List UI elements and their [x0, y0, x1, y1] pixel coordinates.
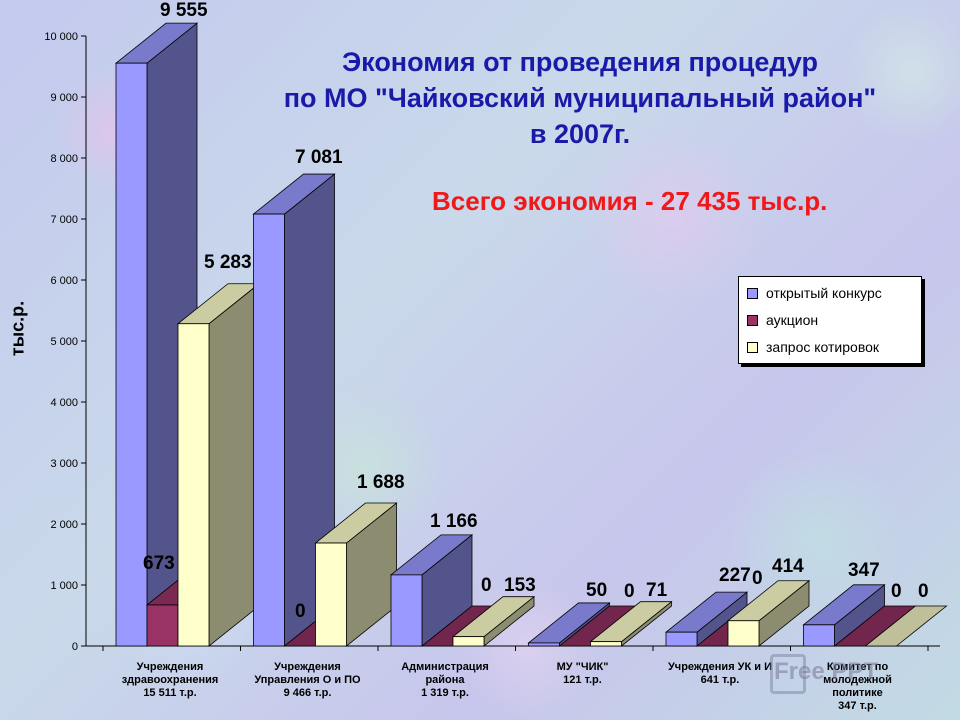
- bar-2-3: [590, 641, 622, 647]
- category-label-1: Управления О и ПО: [254, 674, 361, 686]
- data-label-2-3: 71: [646, 580, 668, 601]
- data-label-1-0: 673: [143, 553, 175, 574]
- y-tick-label: 8 000: [50, 153, 78, 165]
- category-label-1: 9 466 т.р.: [284, 687, 332, 699]
- bar-0-4: [665, 631, 698, 647]
- y-tick-label: 7 000: [50, 214, 78, 226]
- y-tick-label: 1 000: [50, 580, 78, 592]
- bar-0-0: [115, 62, 148, 647]
- category-label-0: здравоохранения: [122, 674, 219, 686]
- legend-label-open-contest: открытый конкурс: [766, 285, 882, 301]
- category-label-4: 641 т.р.: [701, 674, 740, 686]
- category-label-3: МУ "ЧИК": [557, 661, 609, 673]
- y-tick-label: 9 000: [50, 92, 78, 104]
- bar-2-0: [177, 323, 210, 647]
- watermark: Free PPT: [774, 658, 879, 685]
- category-label-5: 347 т.р.: [838, 700, 877, 712]
- legend: открытый конкурс аукцион запрос котирово…: [738, 276, 922, 364]
- y-tick-label: 0: [72, 641, 78, 653]
- data-label-0-0: 9 555: [160, 0, 208, 21]
- data-label-1-2: 0: [481, 575, 492, 596]
- category-label-4: Учреждения УК и И: [668, 661, 772, 673]
- data-label-0-2: 1 166: [430, 511, 478, 532]
- legend-swatch-auction: [747, 314, 758, 326]
- total-savings: Всего экономия - 27 435 тыс.р.: [432, 186, 828, 216]
- legend-swatch-quotation: [747, 341, 758, 353]
- chart-title: Экономия от проведения процедур по МО "Ч…: [230, 44, 930, 152]
- data-label-1-4: 0: [752, 568, 763, 589]
- data-label-0-5: 347: [848, 560, 880, 581]
- data-label-2-0: 5 283: [204, 252, 252, 273]
- y-tick-label: 10 000: [44, 31, 78, 43]
- bar-1-0: [146, 604, 179, 647]
- y-tick-label: 4 000: [50, 397, 78, 409]
- legend-item-quotation: запрос котировок: [747, 337, 879, 357]
- category-label-3: 121 т.р.: [563, 674, 602, 686]
- title-line-1: Экономия от проведения процедур: [341, 47, 819, 77]
- bar-0-3: [528, 642, 560, 647]
- title-line-3: в 2007г.: [529, 119, 631, 149]
- bar-2-1: [315, 542, 347, 647]
- data-label-2-5: 0: [918, 581, 929, 602]
- category-label-2: Администрация: [401, 661, 489, 673]
- data-label-1-5: 0: [891, 581, 902, 602]
- data-label-2-4: 414: [772, 556, 804, 577]
- data-label-0-1: 7 081: [295, 147, 343, 168]
- category-label-5: политике: [832, 687, 883, 699]
- legend-item-auction: аукцион: [747, 310, 818, 330]
- y-tick-label: 6 000: [50, 275, 78, 287]
- bar-2-4: [727, 620, 760, 647]
- legend-label-auction: аукцион: [766, 312, 819, 328]
- bar-0-2: [390, 574, 423, 647]
- bar-2-2: [452, 636, 485, 647]
- legend-swatch-open-contest: [747, 287, 758, 299]
- bar-floor-2-5: [864, 605, 948, 647]
- data-label-2-2: 153: [504, 575, 536, 596]
- title-line-2: по МО "Чайковский муниципальный район": [283, 83, 877, 113]
- category-label-5: Комитет по: [827, 661, 889, 673]
- watermark-icon: [770, 654, 806, 694]
- y-tick-label: 5 000: [50, 336, 78, 348]
- data-label-0-3: 50: [586, 580, 607, 601]
- y-tick-label: 3 000: [50, 458, 78, 470]
- data-label-0-4: 227: [719, 565, 751, 586]
- category-label-2: района: [425, 674, 465, 686]
- y-tick-label: 2 000: [50, 519, 78, 531]
- bar-side-2-0: [208, 282, 260, 647]
- data-label-2-1: 1 688: [357, 472, 405, 493]
- data-label-1-1: 0: [295, 601, 306, 622]
- bar-0-1: [253, 213, 285, 647]
- bar-0-5: [803, 624, 835, 647]
- category-label-1: Учреждения: [274, 661, 341, 673]
- data-label-1-3: 0: [624, 581, 635, 602]
- category-label-0: 15 511 т.р.: [143, 687, 196, 699]
- legend-label-quotation: запрос котировок: [766, 339, 880, 355]
- legend-item-open-contest: открытый конкурс: [747, 283, 882, 303]
- category-label-0: Учреждения: [137, 661, 204, 673]
- category-label-5: молодежной: [823, 674, 892, 686]
- category-label-2: 1 319 т.р.: [421, 687, 469, 699]
